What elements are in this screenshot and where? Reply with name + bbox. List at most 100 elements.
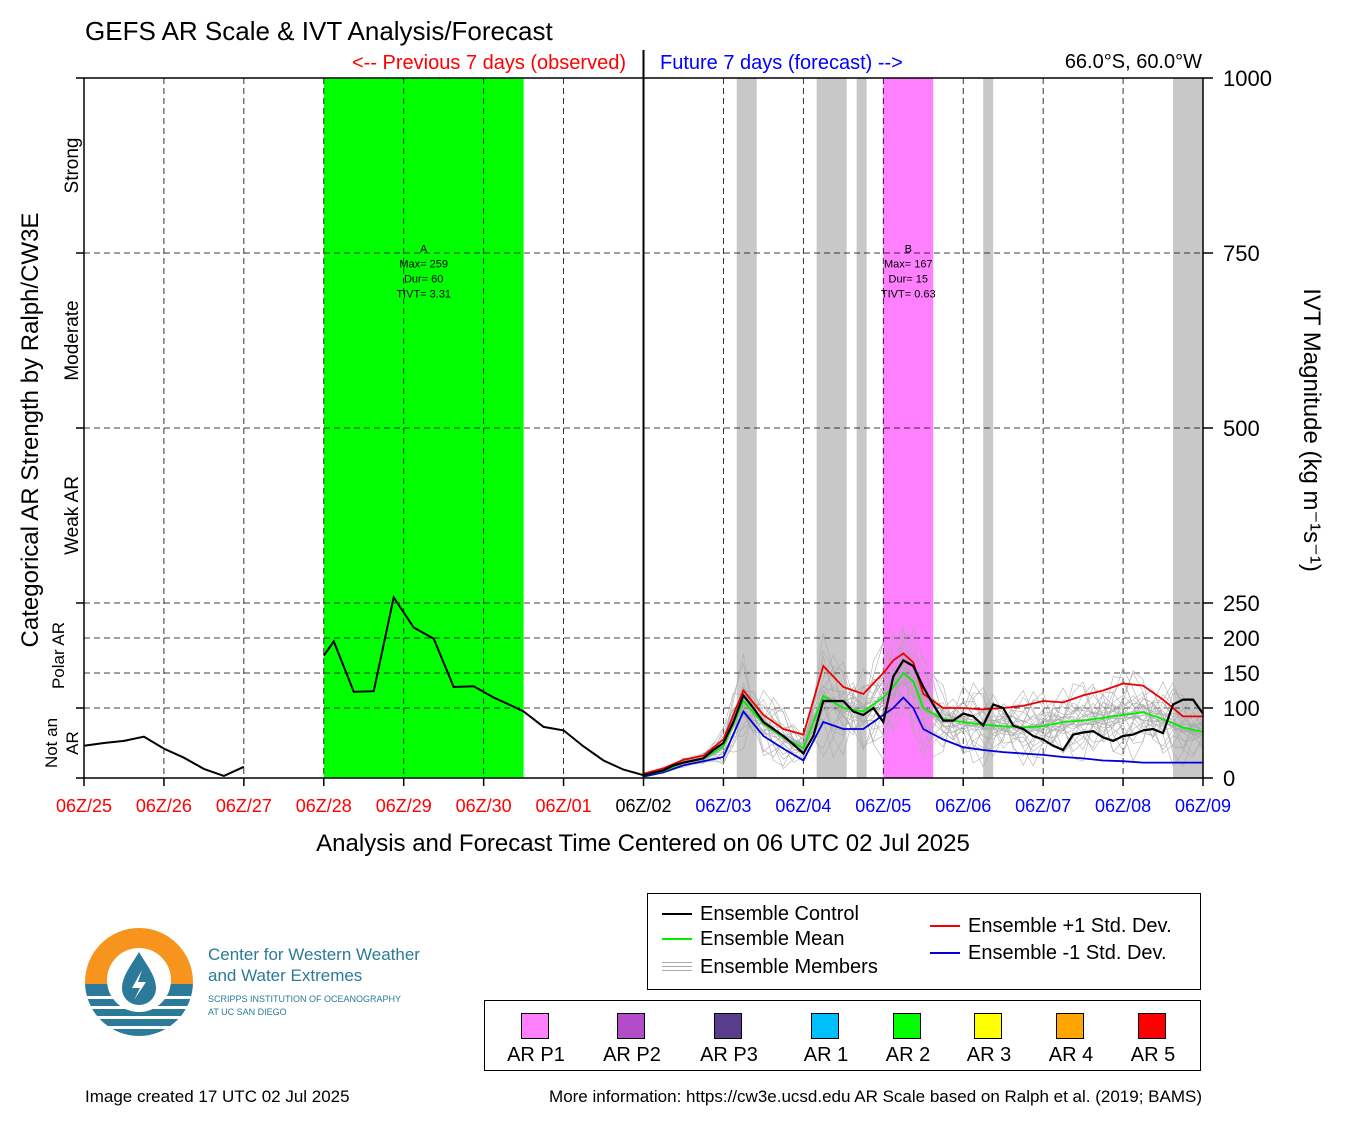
ensemble-member-line xyxy=(643,669,1204,776)
category-ar-1: AR 1 xyxy=(785,1001,867,1070)
y-tick-label: 100 xyxy=(1223,696,1260,721)
event-label-line: A xyxy=(420,244,428,256)
legend-swatch-minus-sd xyxy=(930,952,960,954)
x-tick-label: 06Z/06 xyxy=(935,796,991,816)
series-mean-line xyxy=(643,671,1204,777)
category-swatch xyxy=(1056,1013,1084,1039)
y-tick-label: 0 xyxy=(1223,766,1235,791)
x-tick-label: 06Z/30 xyxy=(456,796,512,816)
category-label: AR 5 xyxy=(1130,1044,1176,1066)
category-ar-5: AR 5 xyxy=(1112,1001,1194,1070)
category-ar-p2: AR P2 xyxy=(591,1001,673,1070)
series-minus-sd-line xyxy=(643,696,1203,778)
x-axis-title: Analysis and Forecast Time Centered on 0… xyxy=(316,830,970,857)
logo-line-4: AT UC SAN DIEGO xyxy=(208,1007,287,1017)
legend-label: Ensemble Control xyxy=(700,902,859,925)
x-tick-label: 06Z/29 xyxy=(376,796,432,816)
category-ar-2: AR 2 xyxy=(867,1001,949,1070)
category-label: Weak AR xyxy=(62,476,83,555)
cw3e-logo: Center for Western Weather and Water Ext… xyxy=(84,926,484,1038)
event-label-line: TIVT= 3.31 xyxy=(396,289,451,301)
logo-line-1: Center for Western Weather xyxy=(208,945,420,964)
x-tick-label: 06Z/03 xyxy=(695,796,751,816)
series-plus-sd-line xyxy=(643,652,1203,775)
category-label: Moderate xyxy=(62,300,83,380)
uncertainty-band xyxy=(856,78,867,778)
legend-swatch-control xyxy=(662,913,692,915)
x-tick-label: 06Z/09 xyxy=(1175,796,1231,816)
ensemble-member-line xyxy=(643,689,1204,776)
logo-line-3: SCRIPPS INSTITUTION OF OCEANOGRAPHY xyxy=(208,994,401,1004)
category-ar-3: AR 3 xyxy=(948,1001,1030,1070)
previous-period-label: <-- Previous 7 days (observed) xyxy=(352,52,626,74)
category-label: AR xyxy=(63,731,82,755)
legend-item-minus-sd: Ensemble -1 Std. Dev. xyxy=(930,940,1167,966)
x-tick-label: 06Z/08 xyxy=(1095,796,1151,816)
y-tick-label: 500 xyxy=(1223,416,1260,441)
chart-area: 06Z/25 06Z/26 06Z/27 06Z/28 06Z/29 06Z/30 06Z/… xyxy=(17,16,1325,857)
legend-item-mean: Ensemble Mean xyxy=(662,926,845,952)
event-label-line: B xyxy=(905,244,912,256)
legend-swatch-members xyxy=(662,960,692,974)
category-label: AR 4 xyxy=(1048,1044,1094,1066)
image-created-note: Image created 17 UTC 02 Jul 2025 xyxy=(85,1087,350,1106)
event-band xyxy=(323,78,524,778)
category-label: AR 3 xyxy=(966,1044,1012,1066)
right-axis-title: IVT Magnitude (kg m⁻¹s⁻¹) xyxy=(1298,288,1325,572)
future-period-label: Future 7 days (forecast) --> xyxy=(660,52,903,74)
chart-title: GEFS AR Scale & IVT Analysis/Forecast xyxy=(85,16,553,46)
legend-item-members: Ensemble Members xyxy=(662,954,878,980)
category-swatch xyxy=(617,1013,645,1039)
x-tick-label: 06Z/07 xyxy=(1015,796,1071,816)
y-tick-label: 750 xyxy=(1223,241,1260,266)
category-swatch xyxy=(811,1013,839,1039)
location-label: 66.0°S, 60.0°W xyxy=(1065,51,1202,73)
category-label: AR P3 xyxy=(700,1044,758,1066)
category-ar-p1: AR P1 xyxy=(495,1001,577,1070)
event-label-line: Dur= 15 xyxy=(889,274,928,286)
x-tick-label: 06Z/26 xyxy=(136,796,192,816)
x-tick-label: 06Z/25 xyxy=(56,796,112,816)
category-label: AR 1 xyxy=(803,1044,849,1066)
frame-layer xyxy=(83,50,1204,779)
ar-category-legend: AR P1 AR P2 AR P3 AR 1 AR 2 AR 3 AR 4 AR… xyxy=(484,1000,1201,1071)
y-tick-label: 1000 xyxy=(1223,66,1272,91)
tick-layer: 06Z/25 06Z/26 06Z/27 06Z/28 06Z/29 06Z/30 06Z/… xyxy=(42,66,1272,816)
y-tick-label: 150 xyxy=(1223,661,1260,686)
label-layer: A Max= 259 Dur= 60 TIVT= 3.31 B Max= 167 Dur= … xyxy=(396,244,935,301)
line-legend: Ensemble Control Ensemble Mean Ensemble … xyxy=(647,893,1201,990)
category-swatch xyxy=(974,1013,1002,1039)
legend-item-plus-sd: Ensemble +1 Std. Dev. xyxy=(930,913,1172,939)
x-tick-label: 06Z/27 xyxy=(216,796,272,816)
event-label-line: Dur= 60 xyxy=(404,274,443,286)
ensemble-member-line xyxy=(643,624,1204,776)
observed-ivt-line xyxy=(322,594,644,777)
legend-label: Ensemble Mean xyxy=(700,927,845,950)
observed-ivt-line xyxy=(83,735,245,777)
event-label-line: Max= 259 xyxy=(399,259,448,271)
x-tick-label: 06Z/05 xyxy=(855,796,911,816)
legend-label: Ensemble -1 Std. Dev. xyxy=(968,941,1167,964)
logo-line-2: and Water Extremes xyxy=(208,966,362,985)
x-tick-label: 06Z/04 xyxy=(775,796,831,816)
legend-label: Ensemble +1 Std. Dev. xyxy=(968,914,1172,937)
category-label: Strong xyxy=(62,138,83,194)
category-label: AR 2 xyxy=(885,1044,931,1066)
category-label: AR P2 xyxy=(603,1044,661,1066)
y-tick-label: 250 xyxy=(1223,591,1260,616)
category-ar-p3: AR P3 xyxy=(688,1001,770,1070)
legend-swatch-plus-sd xyxy=(930,925,960,927)
y-tick-label: 200 xyxy=(1223,626,1260,651)
category-swatch xyxy=(893,1013,921,1039)
category-swatch xyxy=(521,1013,549,1039)
x-tick-label: 06Z/28 xyxy=(296,796,352,816)
ensemble-member-line xyxy=(643,651,1204,776)
legend-label: Ensemble Members xyxy=(700,955,878,978)
series-control-line xyxy=(643,658,1204,777)
x-tick-label: 06Z/01 xyxy=(536,796,592,816)
series-layer xyxy=(83,594,1204,778)
event-label-line: TIVT= 0.63 xyxy=(881,289,936,301)
category-label: AR P1 xyxy=(507,1044,565,1066)
event-label-line: Max= 167 xyxy=(884,259,933,271)
